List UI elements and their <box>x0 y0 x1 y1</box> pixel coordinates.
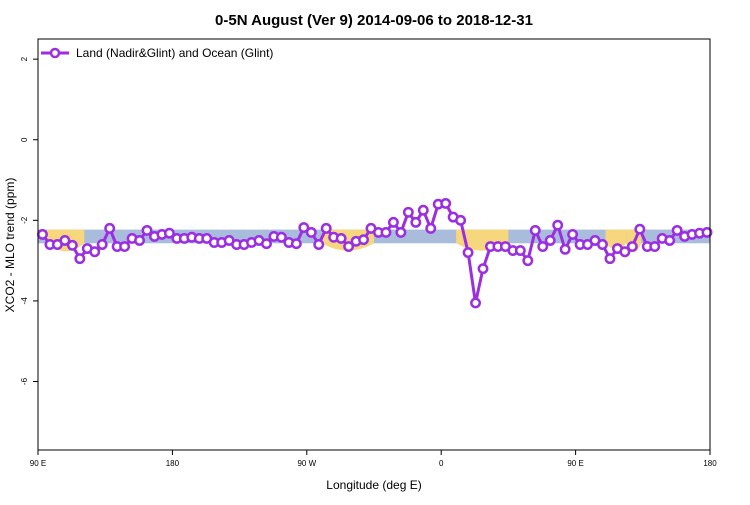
series-point <box>387 216 399 228</box>
x-tick-label: 180 <box>703 459 717 468</box>
series-point <box>395 226 407 238</box>
series-point <box>402 206 414 218</box>
series-point <box>313 239 325 250</box>
y-tick-label: -4 <box>20 297 29 305</box>
series-point <box>537 241 549 252</box>
series-point <box>410 216 422 228</box>
series-point <box>626 241 638 252</box>
series-point <box>380 226 392 238</box>
series-point <box>440 197 452 209</box>
series-point <box>141 224 153 236</box>
series-point <box>559 243 571 255</box>
series-point <box>343 241 355 252</box>
series-point <box>320 222 332 234</box>
series-point <box>470 297 481 309</box>
series-point <box>529 224 541 236</box>
x-tick-label: 90 E <box>30 459 46 468</box>
series-point <box>66 239 78 251</box>
series-point <box>275 231 287 243</box>
y-tick-label: -6 <box>20 377 29 385</box>
series-point <box>462 247 474 259</box>
series-point <box>335 233 347 244</box>
series-point <box>514 245 526 256</box>
series-point <box>701 226 713 238</box>
legend-marker-swatch <box>49 47 61 59</box>
x-axis: 90 E 180 90 W 0 90 E 180 <box>30 450 717 468</box>
series-point <box>597 239 608 250</box>
y-tick-label: 2 <box>20 56 29 61</box>
x-tick-label: 90 E <box>567 459 583 468</box>
x-tick-label: 90 W <box>297 459 316 468</box>
x-axis-label: Longitude (deg E) <box>326 478 421 492</box>
x-tick-label: 0 <box>439 459 444 468</box>
series-point <box>649 241 661 252</box>
plot-frame <box>37 38 711 451</box>
series-layer <box>37 197 713 309</box>
legend: Land (Nadir&Glint) and Ocean (Glint) <box>41 46 273 60</box>
series-point <box>634 223 646 235</box>
series-point <box>290 238 302 250</box>
series-point <box>544 235 556 246</box>
series-point <box>96 239 108 250</box>
series-point <box>37 228 48 240</box>
series-point <box>477 263 489 275</box>
y-axis-label: XCO2 - MLO trend (ppm) <box>3 178 17 313</box>
y-tick-label: 0 <box>20 137 29 142</box>
series-point <box>163 227 175 239</box>
series-point <box>664 235 676 246</box>
series-point <box>567 228 579 240</box>
series-point <box>604 253 616 265</box>
series-point <box>119 241 131 252</box>
series-point <box>425 222 437 234</box>
series-point <box>134 235 145 246</box>
chart-title: 0-5N August (Ver 9) 2014-09-06 to 2018-1… <box>215 12 533 29</box>
y-tick-label: -2 <box>20 216 29 224</box>
series-point <box>417 204 429 216</box>
series-point <box>298 222 310 234</box>
legend-label: Land (Nadir&Glint) and Ocean (Glint) <box>76 46 273 60</box>
series-point <box>305 226 317 238</box>
series-point <box>619 246 631 258</box>
series-point <box>358 234 369 246</box>
series-point <box>59 235 71 246</box>
series-point <box>455 214 467 226</box>
series-point <box>552 219 564 231</box>
series-point <box>104 222 116 234</box>
series-point <box>522 255 534 267</box>
y-axis: 2 0 -2 -4 -6 <box>20 56 38 385</box>
x-tick-label: 180 <box>166 459 180 468</box>
series-point <box>671 224 683 236</box>
band-yellow-span <box>605 229 627 250</box>
series-point <box>74 253 86 265</box>
series-point <box>89 246 101 258</box>
series-point <box>261 238 272 250</box>
